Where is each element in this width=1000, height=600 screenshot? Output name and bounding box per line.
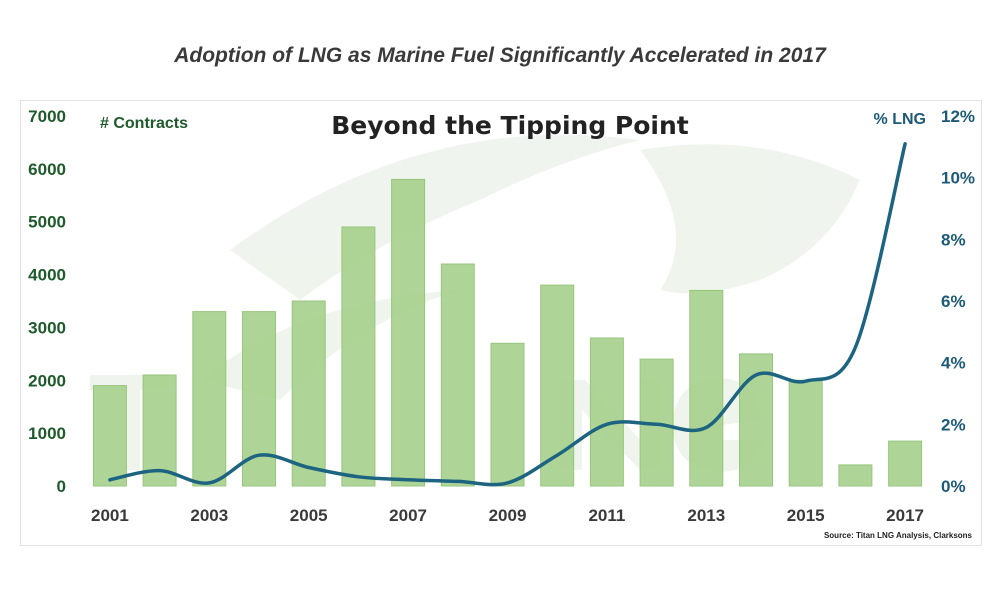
line-group [108,142,907,487]
chart-frame [20,100,982,546]
right-tick-label: 0% [941,477,966,496]
lng-share-line [108,142,907,487]
left-axis: 0 1000 2000 3000 4000 5000 6000 7000 [28,107,66,496]
x-axis: 2001 2003 2005 2007 2009 2011 2013 2015 2017 [91,506,924,525]
right-tick-label: 8% [941,230,966,249]
right-tick-label: 6% [941,292,966,311]
right-tick-label: 4% [941,354,966,373]
x-tick-label: 2017 [886,506,924,525]
bar-2006 [341,226,376,487]
left-tick-label: 5000 [28,213,66,232]
left-tick-label: 2000 [28,371,66,390]
bar-2009 [490,342,525,487]
bar-2011 [589,337,624,487]
bar-2003 [192,311,227,487]
bar-2001 [92,385,127,487]
x-tick-label: 2007 [389,506,427,525]
right-axis: 0% 2% 4% 6% 8% 10% 12% [941,107,975,496]
left-tick-label: 6000 [28,160,66,179]
chart-title: Beyond the Tipping Point [331,111,689,140]
left-tick-label: 1000 [28,424,66,443]
left-tick-label: 4000 [28,266,66,285]
right-tick-label: 10% [941,169,975,188]
left-tick-label: 7000 [28,107,66,126]
left-axis-label: # Contracts [100,115,188,132]
left-tick-label: 3000 [28,318,66,337]
chart-headline: Adoption of LNG as Marine Fuel Significa… [174,44,826,67]
bar-2005 [291,300,326,487]
bar-2002 [142,374,177,487]
x-tick-label: 2003 [190,506,228,525]
bar-2015 [788,379,823,487]
bar-2016 [838,464,873,487]
bar-2007 [391,178,426,487]
bar-2008 [440,263,475,487]
x-tick-label: 2001 [91,506,129,525]
x-tick-label: 2013 [687,506,725,525]
bar-2013 [689,289,724,487]
x-tick-label: 2009 [489,506,527,525]
source-note: Source: Titan LNG Analysis, Clarksons [824,531,973,540]
bar-2010 [540,284,575,487]
bar-2017 [888,440,923,487]
right-tick-label: 12% [941,107,975,126]
left-tick-label: 0 [57,477,66,496]
x-tick-label: 2015 [787,506,825,525]
x-tick-label: 2011 [588,506,625,525]
right-tick-label: 2% [941,415,966,434]
right-axis-label: % LNG [874,111,926,128]
x-tick-label: 2005 [290,506,328,525]
